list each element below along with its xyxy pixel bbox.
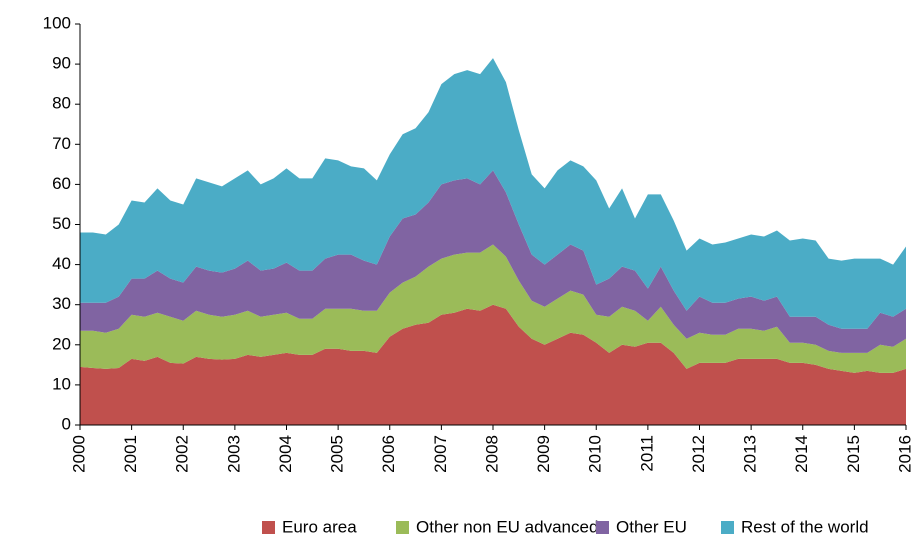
x-tick-label: 2005 bbox=[328, 435, 347, 473]
y-tick-label: 0 bbox=[62, 414, 71, 433]
x-tick-label: 2014 bbox=[792, 435, 811, 473]
x-tick-label: 2015 bbox=[844, 435, 863, 473]
y-tick-label: 60 bbox=[52, 174, 71, 193]
x-tick-label: 2001 bbox=[121, 435, 140, 473]
y-tick-label: 90 bbox=[52, 54, 71, 73]
legend-swatch bbox=[262, 521, 275, 534]
y-tick-label: 30 bbox=[52, 294, 71, 313]
x-tick-label: 2013 bbox=[741, 435, 760, 473]
legend-swatch bbox=[596, 521, 609, 534]
legend-swatch bbox=[396, 521, 409, 534]
x-tick-label: 2008 bbox=[482, 435, 501, 473]
x-tick-label: 2011 bbox=[637, 435, 656, 472]
x-tick-label: 2007 bbox=[431, 435, 450, 473]
y-tick-label: 70 bbox=[52, 134, 71, 153]
legend-item: Rest of the world bbox=[721, 517, 869, 536]
legend-label: Other non EU advanced bbox=[416, 517, 598, 536]
x-tick-label: 2000 bbox=[69, 435, 88, 473]
legend-item: Other non EU advanced bbox=[396, 517, 598, 536]
area bbox=[80, 170, 906, 353]
x-tick-label: 2006 bbox=[379, 435, 398, 473]
legend-item: Euro area bbox=[262, 517, 357, 536]
x-tick-label: 2004 bbox=[276, 435, 295, 473]
x-tick-label: 2002 bbox=[173, 435, 192, 473]
y-tick-label: 100 bbox=[43, 13, 71, 32]
y-tick-label: 80 bbox=[52, 94, 71, 113]
area bbox=[80, 58, 906, 329]
legend-swatch bbox=[721, 521, 734, 534]
x-tick-label: 2009 bbox=[534, 435, 553, 473]
x-tick-label: 2010 bbox=[586, 435, 605, 473]
legend-label: Other EU bbox=[616, 517, 687, 536]
legend-item: Other EU bbox=[596, 517, 687, 536]
y-tick-label: 50 bbox=[52, 214, 71, 233]
area bbox=[80, 304, 906, 425]
area bbox=[80, 244, 906, 373]
legend-label: Rest of the world bbox=[741, 517, 869, 536]
y-tick-label: 10 bbox=[52, 374, 71, 393]
x-tick-label: 2012 bbox=[689, 435, 708, 473]
y-tick-label: 40 bbox=[52, 254, 71, 273]
y-tick-label: 20 bbox=[52, 334, 71, 353]
x-tick-label: 2003 bbox=[224, 435, 243, 473]
legend-label: Euro area bbox=[282, 517, 357, 536]
x-tick-label: 2016 bbox=[895, 435, 914, 473]
